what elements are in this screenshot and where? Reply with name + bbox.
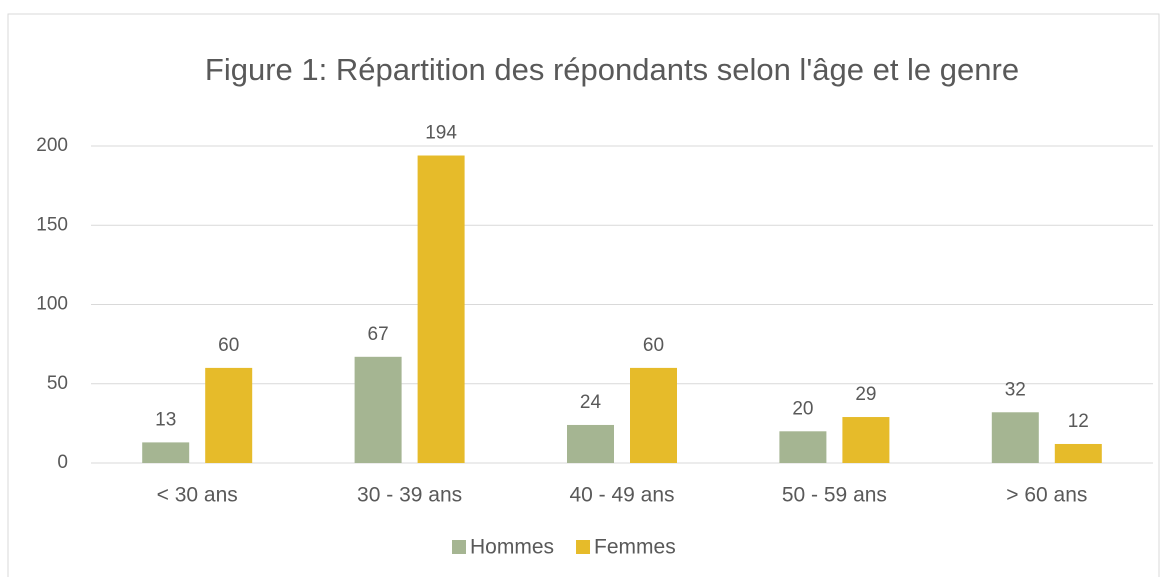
legend-swatch bbox=[576, 540, 591, 554]
data-label: 32 bbox=[1005, 379, 1026, 400]
legend-swatch bbox=[452, 540, 466, 554]
data-label: 194 bbox=[425, 123, 457, 144]
y-tick-label: 100 bbox=[36, 294, 68, 315]
y-tick-label: 200 bbox=[36, 135, 68, 156]
data-label: 20 bbox=[792, 398, 813, 419]
x-tick-label: < 30 ans bbox=[157, 484, 238, 507]
y-tick-label: 50 bbox=[47, 373, 68, 394]
bar bbox=[142, 442, 190, 463]
chart-border bbox=[7, 13, 1160, 577]
y-tick-label: 0 bbox=[57, 452, 68, 473]
bar bbox=[417, 155, 465, 463]
bar bbox=[1054, 443, 1102, 463]
x-tick-label: 40 - 49 ans bbox=[569, 484, 674, 507]
data-label: 24 bbox=[580, 392, 602, 413]
bar bbox=[567, 424, 614, 463]
data-label: 13 bbox=[155, 409, 176, 430]
y-tick-label: 150 bbox=[36, 214, 68, 235]
x-tick-label: 30 - 39 ans bbox=[357, 484, 462, 507]
data-label: 12 bbox=[1068, 411, 1089, 432]
data-label: 67 bbox=[368, 324, 389, 345]
bar bbox=[842, 417, 890, 463]
legend-label: Femmes bbox=[594, 536, 676, 559]
chart-title: Figure 1: Répartition des répondants sel… bbox=[204, 52, 1020, 87]
bar bbox=[205, 367, 253, 463]
data-label: 29 bbox=[855, 384, 876, 405]
x-tick-label: > 60 ans bbox=[1006, 484, 1087, 507]
x-tick-label: 50 - 59 ans bbox=[782, 484, 887, 507]
bar bbox=[991, 412, 1039, 463]
bar bbox=[630, 367, 677, 463]
bar bbox=[779, 431, 827, 463]
legend-label: Hommes bbox=[470, 536, 554, 559]
bar bbox=[354, 356, 402, 463]
data-label: 60 bbox=[218, 335, 239, 356]
data-label: 60 bbox=[643, 335, 664, 356]
